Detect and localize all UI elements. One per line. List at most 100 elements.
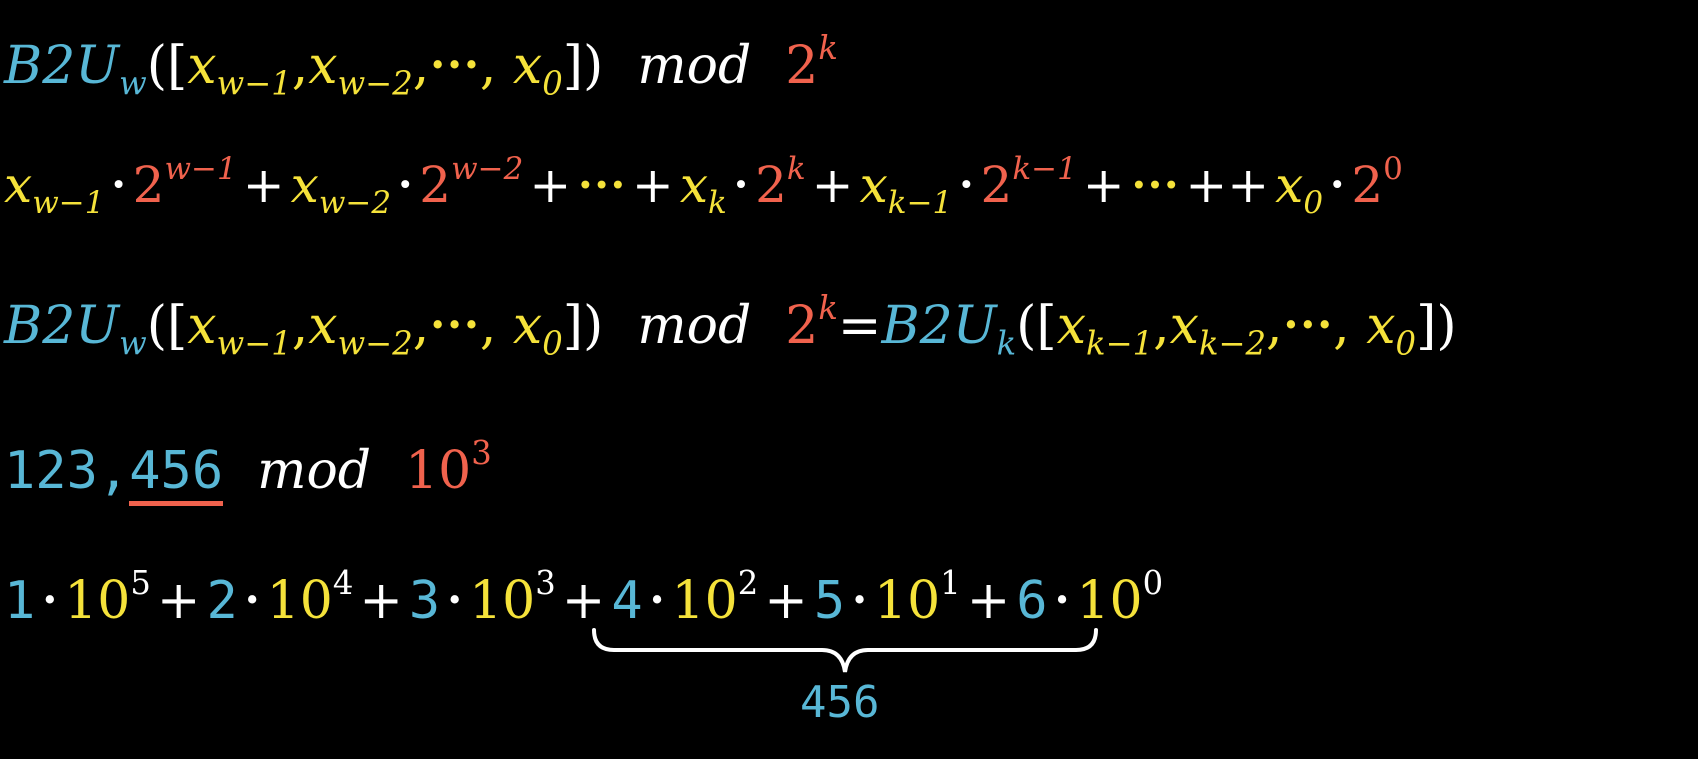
open-bracket: ([ (146, 296, 188, 356)
multiply-dot: • (446, 583, 464, 617)
digit: 6 (1016, 571, 1048, 631)
comma: , (291, 36, 309, 96)
ellipsis: ••• (429, 308, 480, 342)
variable-subscript: w−1 (216, 324, 292, 363)
expression-line-4: 123,456 mod 103 (4, 437, 492, 506)
variable: x (512, 36, 543, 96)
multiply-dot: • (851, 583, 868, 617)
multiply-dot: • (397, 169, 414, 202)
power-base: 2 (785, 36, 819, 96)
function-name: B2U (4, 36, 120, 96)
plus-sign: + (631, 156, 674, 214)
comma: , (412, 296, 430, 356)
multiply-dot: • (648, 583, 666, 617)
variable: x (187, 36, 217, 96)
comma: , (479, 36, 497, 96)
plus-sign: + (242, 156, 285, 214)
power-exponent: k−1 (1012, 150, 1077, 187)
power-exponent: k (818, 288, 838, 327)
power-base: 10 (874, 571, 941, 631)
plus-sign: + (1082, 156, 1125, 214)
variable-subscript: 0 (542, 324, 563, 363)
number-prefix: 123, (4, 441, 130, 501)
multiply-dot: • (958, 169, 975, 202)
variable: x (679, 156, 709, 214)
power-base: 2 (785, 296, 819, 356)
expression-line-3: B2Uw([xw−1,xw−2,•••, x0]) mod 2k=B2Uk([xk−… (4, 292, 1457, 360)
comma: , (479, 296, 497, 356)
close-bracket: ]) (562, 296, 604, 356)
multiply-dot: • (1329, 169, 1346, 202)
function-name: B2U (4, 296, 120, 356)
power-exponent: 3 (535, 563, 556, 602)
mod-operator: mod (257, 441, 372, 501)
variable: x (859, 156, 888, 214)
mod-operator: mod (637, 296, 752, 356)
digit: 4 (611, 571, 643, 631)
close-bracket: ]) (1416, 296, 1457, 356)
variable-subscript: w−1 (32, 184, 105, 221)
variable-subscript: k (708, 184, 727, 221)
variable-subscript: k−1 (1086, 324, 1154, 363)
plus-sign: + (966, 571, 1011, 631)
brace-label: 456 (800, 677, 880, 728)
function-name: B2U (881, 296, 997, 356)
function-subscript: w (119, 64, 147, 103)
variable: x (1169, 296, 1199, 356)
comma: , (291, 296, 309, 356)
multiply-dot: • (732, 169, 750, 202)
power-exponent: 5 (130, 563, 151, 602)
ellipsis: ••• (1130, 169, 1180, 202)
variable: x (187, 296, 217, 356)
power-exponent: k (786, 150, 806, 187)
plus-sign: + (156, 571, 201, 631)
comma: , (412, 36, 430, 96)
variable-subscript: 0 (1303, 184, 1324, 221)
variable: x (4, 156, 33, 214)
comma: , (1333, 296, 1350, 356)
digit: 2 (206, 571, 238, 631)
power-exponent: w−1 (164, 150, 237, 187)
power-base: 2 (419, 156, 452, 214)
variable-subscript: 0 (542, 64, 563, 103)
power-exponent: 1 (940, 563, 961, 602)
function-subscript: k (996, 324, 1017, 363)
power-exponent: 0 (1383, 150, 1403, 187)
power-base: 2 (755, 156, 787, 214)
variable-subscript: k−2 (1198, 324, 1267, 363)
plus-sign: + (561, 571, 606, 631)
power-base: 10 (64, 571, 131, 631)
digit: 1 (4, 571, 36, 631)
multiply-dot: • (243, 583, 261, 617)
multiply-dot: • (41, 583, 59, 617)
power-exponent: 4 (332, 563, 354, 602)
variable-subscript: w−1 (216, 64, 292, 103)
variable: x (308, 36, 338, 96)
number-suffix-underlined: 456 (129, 441, 224, 506)
plus-sign: + (811, 156, 854, 214)
ellipsis: ••• (429, 48, 480, 82)
power-base: 10 (469, 571, 536, 631)
plus-sign: + (529, 156, 572, 214)
equals-sign: = (837, 296, 882, 356)
variable-subscript: 0 (1395, 324, 1417, 363)
power-exponent: 3 (471, 433, 492, 472)
power-base: 10 (671, 571, 738, 631)
power-base: 10 (405, 441, 472, 501)
multiply-dot: • (110, 169, 127, 202)
close-bracket: ]) (562, 36, 604, 96)
variable: x (1366, 296, 1396, 356)
mod-operator: mod (637, 36, 752, 96)
ellipsis: ••• (1282, 308, 1334, 342)
variable: x (308, 296, 338, 356)
power-exponent: 2 (737, 563, 759, 602)
function-subscript: w (119, 324, 147, 363)
power-base: 10 (266, 571, 333, 631)
plus-sign: ++ (1185, 156, 1270, 214)
expression-line-2: xw−1 • 2w−1 + xw−2 • 2w−2 + ••• + xk • 2k + xk−1 • 2k−1 +… (4, 153, 1403, 218)
variable: x (1275, 156, 1304, 214)
variable-subscript: w−2 (318, 184, 392, 221)
digit: 5 (813, 571, 846, 631)
plus-sign: + (764, 571, 808, 631)
open-bracket: ([ (146, 36, 188, 96)
